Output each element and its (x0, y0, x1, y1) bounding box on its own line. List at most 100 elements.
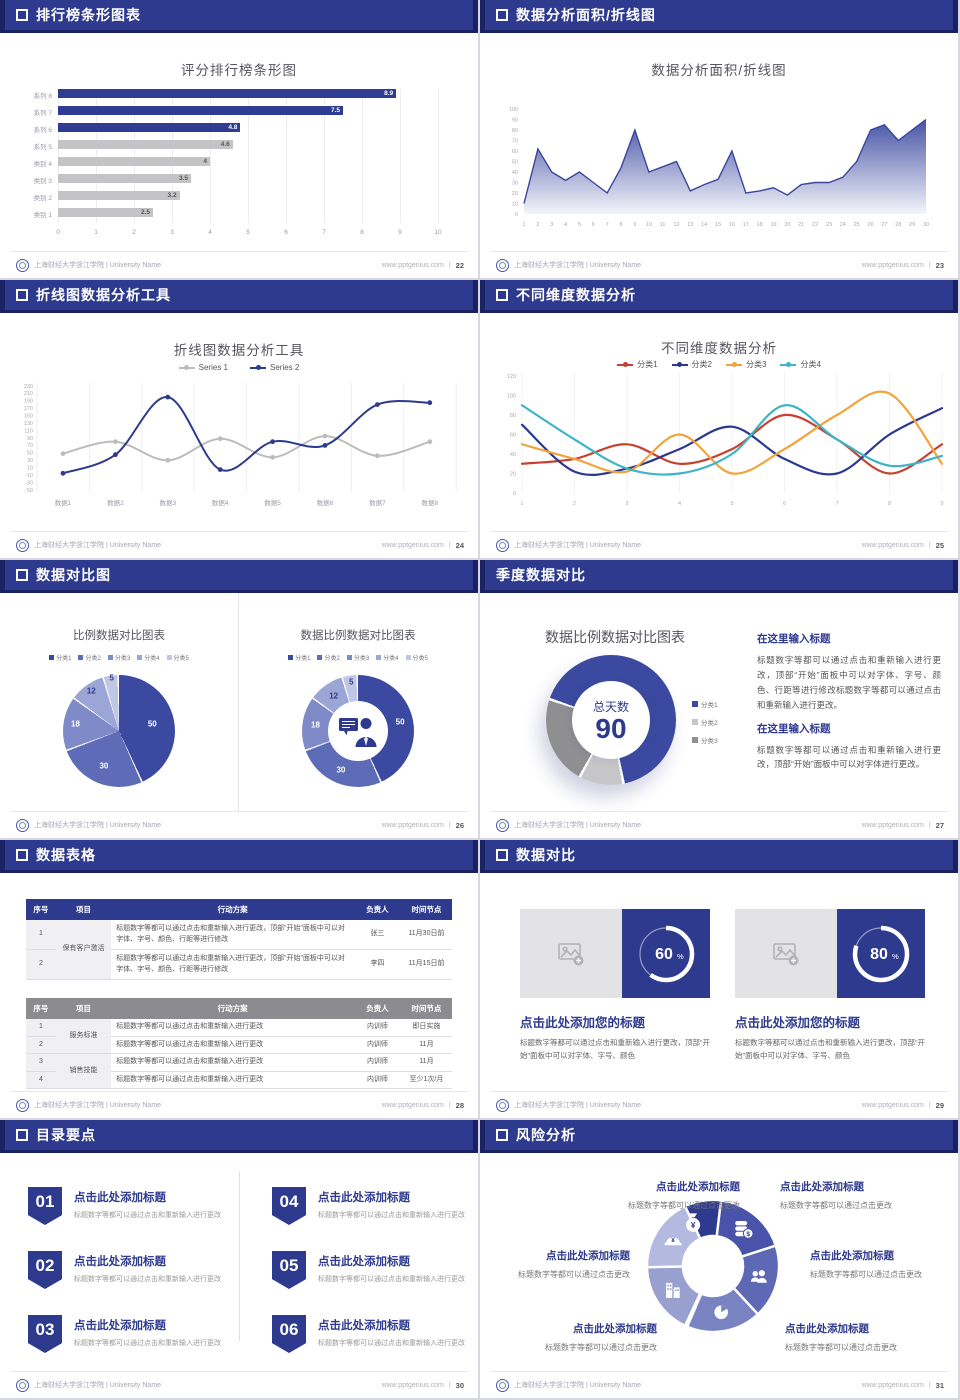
table-header-cell: 负责人 (354, 899, 401, 920)
text-el: 19 (770, 222, 776, 228)
footer-separator: | (448, 541, 451, 549)
table-header-cell: 序号 (26, 998, 56, 1019)
pinwheel-blade (645, 1204, 702, 1269)
bar-row: 类别 3 3.5 (14, 174, 464, 185)
i-el (622, 362, 628, 367)
bar-row: 系列 8 8.9 (14, 89, 464, 100)
i-el (785, 362, 791, 367)
footer-org: 上海财经大学浙江学院 | University Name (514, 1382, 642, 1389)
bar-value-label: 3.5 (178, 175, 188, 182)
g-el (342, 720, 355, 729)
text-el: 6 (592, 222, 595, 228)
legend-label: 分类4 (800, 360, 821, 369)
table-cell: 保有客户激活 (55, 920, 112, 980)
div-el: 点击此处添加标题 标题数字等都可以通过点击和重新输入进行更改 (74, 1187, 221, 1225)
legend-item: 分类2 (78, 653, 101, 662)
polyline-el (523, 118, 927, 204)
legend-item: 分类5 (405, 653, 428, 662)
tr-el: 序号 项目 行动方案 负责人 时间节点 (26, 998, 452, 1019)
legend-label: 分类3 (746, 360, 767, 369)
span-el: 上海财经大学浙江学院 | University Name (10, 1378, 161, 1392)
x-tick-label: 9 (398, 229, 402, 236)
square-bullet-icon (16, 1129, 28, 1141)
slide-header: 不同维度数据分析 (480, 280, 958, 313)
slice-value-label: 50 (147, 719, 157, 729)
text-el: 数据2 (107, 498, 124, 507)
circle-el (270, 439, 275, 445)
donut-chart: 50 30 18 12 5 (302, 675, 414, 787)
chart-title: 比例数据对比图表 (73, 630, 165, 642)
text-el: 5 (730, 501, 733, 507)
path-el (576, 957, 581, 963)
pie-chart: 50 30 18 12 5 (63, 673, 175, 787)
bar-category-label: 系列 8 (33, 93, 52, 100)
div-el: 点击此处添加标题 标题数字等都可以通过点击和重新输入进行更改 (74, 1315, 221, 1353)
bar-value-label: 4 (203, 158, 207, 165)
div-el: 01 点击此处添加标题 标题数字等都可以通过点击和重新输入进行更改 02 点击此处… (0, 1153, 478, 1372)
footer-separator: | (928, 1381, 931, 1389)
chart-title: 数据分析面积/折线图 (651, 63, 787, 78)
path-el (520, 404, 944, 476)
toc-item-title: 点击此处添加标题 (318, 1320, 410, 1332)
rect-el (773, 942, 796, 960)
bar-category-label: 系列 7 (33, 110, 52, 117)
slide-footer: 上海财经大学浙江学院 | University Name www.pptgeni… (10, 811, 468, 838)
page-number: 30 (455, 1380, 464, 1390)
circle-el (217, 467, 223, 472)
slide-header: 排行榜条形图表 (0, 0, 478, 33)
add-image-icon (773, 942, 799, 965)
legend-label: 分类2 (691, 360, 712, 369)
text-el: 22 (812, 222, 818, 228)
image-placeholder (520, 909, 622, 998)
footer-org: 上海财经大学浙江学院 | University Name (514, 822, 642, 829)
slide-area-chart: 数据分析面积/折线图 数据分析面积/折线图 0 10 20 30 40 50 60 70 80 9… (480, 0, 958, 278)
circle-el (60, 470, 66, 476)
progress-ring-canvas: 60 % (637, 925, 695, 982)
span-el: www.pptgenius.com | 28 (382, 1101, 468, 1110)
text-el: 18 (757, 222, 763, 228)
span-el: www.pptgenius.com | 22 (382, 261, 468, 270)
legend-swatch-icon (107, 655, 113, 660)
div-el: 不同维度数据分析 分类1 分类2 分类3 分类4 0 20 40 60 80 100 120 1 2 3… (480, 313, 958, 532)
slide-footer: 上海财经大学浙江学院 | University Name www.pptgeni… (490, 811, 948, 838)
circle-el (852, 925, 910, 982)
rect-el (669, 1288, 672, 1291)
footer-separator: | (928, 1101, 931, 1109)
risk-item: 点击此处添加标题 标题数字等都可以通过点击更改 (810, 1248, 958, 1280)
circle-el (60, 451, 66, 456)
g-el (666, 1282, 680, 1298)
footer-separator: | (448, 1101, 451, 1109)
text-block-title: 在这里输入标题 (757, 722, 831, 735)
circle-el (758, 1270, 765, 1277)
bar-value-label: 4.6 (220, 141, 230, 148)
card-body: 标题数字等都可以通过点击和重新输入进行更改，顶部“开始”面板中可以对字体、字号、… (520, 1038, 710, 1060)
text-el: 100 (509, 107, 518, 113)
footer-separator: | (448, 1381, 451, 1389)
card-title: 点击此处添加您的标题 (520, 1016, 646, 1030)
span-el: www.pptgenius.com | 24 (382, 541, 468, 550)
progress-ring: 60 % (622, 909, 710, 998)
text-el: 0 (513, 491, 516, 497)
toc-item-sub: 标题数字等都可以通过点击和重新输入进行更改 (74, 1340, 221, 1347)
g-el (750, 1270, 767, 1283)
g-el (666, 1282, 680, 1298)
bar-row: 系列 5 4.6 (14, 140, 464, 151)
rect-el (664, 1242, 682, 1246)
slide-header: 目录要点 (0, 1120, 478, 1153)
page-number: 26 (455, 820, 464, 830)
span-el: www.pptgenius.com | 25 (862, 541, 948, 550)
text-el: 3 (625, 501, 628, 507)
legend-swatch-icon (346, 655, 352, 660)
circle-el (322, 433, 328, 439)
page-number: 28 (455, 1100, 464, 1110)
g-el: ¥ (664, 1237, 682, 1246)
span-el: www.pptgenius.com | 23 (862, 261, 948, 270)
circle-el (165, 394, 171, 400)
slice-value-label: 50 (395, 717, 405, 727)
slide-header-title: 折线图数据分析工具 (36, 287, 171, 303)
university-logo-icon (496, 1378, 509, 1392)
text-el: -50 (25, 488, 33, 494)
page-number: 29 (935, 1100, 944, 1110)
path-el (520, 390, 944, 475)
text-el: 1 (522, 222, 525, 228)
